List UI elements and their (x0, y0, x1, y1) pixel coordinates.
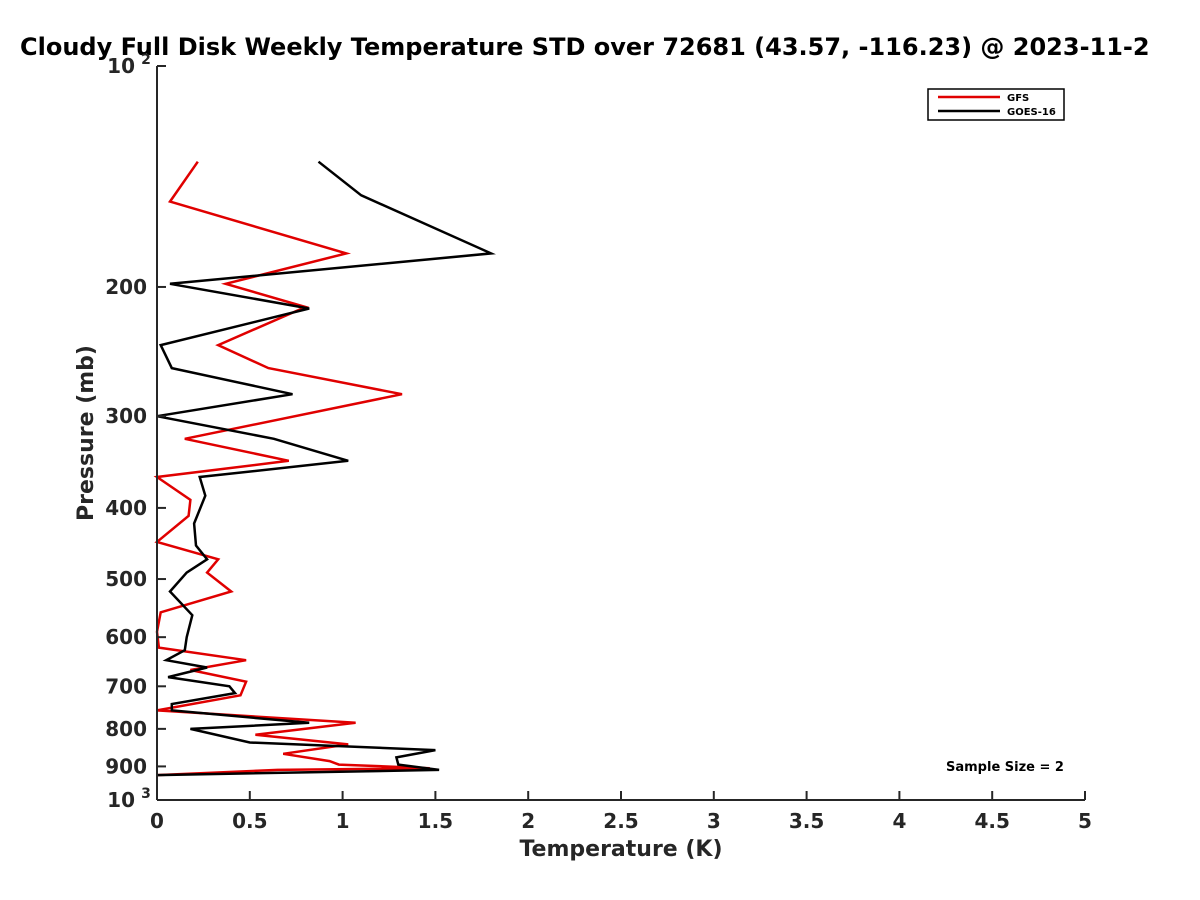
legend: GFS GOES-16 (927, 88, 1065, 121)
y-axis-ticks: 10 2 200 300 400 500 600 700 800 900 10 3 (105, 52, 166, 812)
legend-label-goes-16: GOES-16 (1007, 107, 1056, 118)
y-tick-label: 700 (105, 674, 147, 698)
y-tick-label: 900 (105, 754, 147, 778)
plot-area (157, 66, 1085, 800)
y-axis-label: Pressure (mb) (74, 345, 99, 521)
x-tick-label: 4.5 (974, 809, 1009, 833)
y-tick-label: 200 (105, 275, 147, 299)
series-layer (153, 160, 496, 777)
x-axis-label: Temperature (K) (519, 837, 722, 862)
x-tick-label: 3.5 (789, 809, 824, 833)
x-axis-ticks: 0 0.5 1 1.5 2 2.5 3 3.5 4 4.5 5 (150, 791, 1092, 833)
x-tick-label: 5 (1078, 809, 1092, 833)
y-tick-label: 10 (107, 788, 135, 812)
x-tick-label: 1.5 (418, 809, 453, 833)
x-tick-label: 2.5 (603, 809, 638, 833)
x-tick-label: 0.5 (232, 809, 267, 833)
y-tick-label: 600 (105, 625, 147, 649)
x-tick-label: 0 (150, 809, 164, 833)
x-tick-label: 2 (521, 809, 535, 833)
series-line-gfs (153, 160, 430, 777)
legend-box (927, 88, 1065, 121)
y-tick-label: 300 (105, 404, 147, 428)
y-tick-label: 400 (105, 496, 147, 520)
y-tick-exponent: 3 (141, 786, 151, 802)
y-tick-label: 800 (105, 717, 147, 741)
y-tick-label: 10 (107, 54, 135, 78)
x-tick-label: 4 (892, 809, 906, 833)
x-tick-label: 1 (336, 809, 350, 833)
chart-title: Cloudy Full Disk Weekly Temperature STD … (20, 33, 1150, 61)
series-line-goes-16 (156, 160, 496, 777)
y-tick-label: 500 (105, 567, 147, 591)
legend-label-gfs: GFS (1007, 93, 1029, 104)
y-tick-exponent: 2 (141, 52, 151, 68)
x-tick-label: 3 (707, 809, 721, 833)
sample-size-annotation: Sample Size = 2 (946, 760, 1064, 775)
